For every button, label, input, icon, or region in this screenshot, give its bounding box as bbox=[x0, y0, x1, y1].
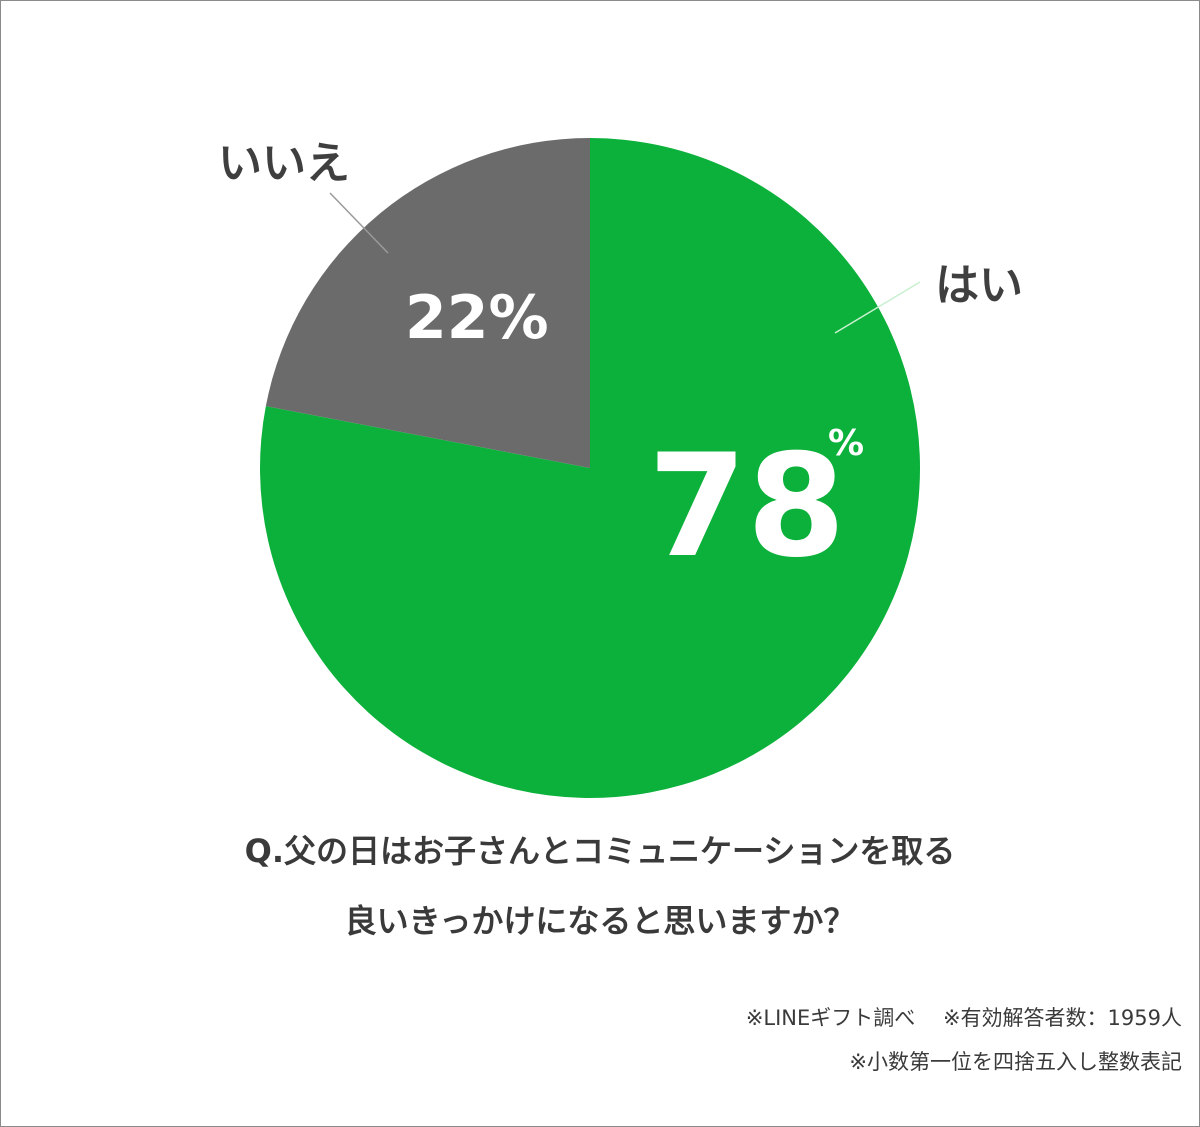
leader-line-yes bbox=[834, 281, 921, 334]
slice-label-yes: はい bbox=[935, 260, 1023, 311]
rounding-note: ※小数第一位を四捨五入し整数表記 bbox=[849, 1050, 1182, 1074]
slice-value-yes-percent: % bbox=[828, 423, 864, 464]
leader-line-no bbox=[329, 192, 389, 254]
pie-slice-no bbox=[265, 137, 590, 468]
question-line-2: 良いきっかけになると思いますか？ bbox=[344, 902, 856, 940]
slice-value-yes: 78 bbox=[648, 424, 846, 589]
slice-value-no: 22% bbox=[405, 283, 549, 353]
question-line-1: Q.父の日はお子さんとコミュニケーションを取る bbox=[244, 832, 956, 870]
source-note: ※LINEギフト調べ ※有効解答者数：1959人 bbox=[745, 1006, 1182, 1030]
slice-label-no: いいえ bbox=[218, 138, 350, 189]
